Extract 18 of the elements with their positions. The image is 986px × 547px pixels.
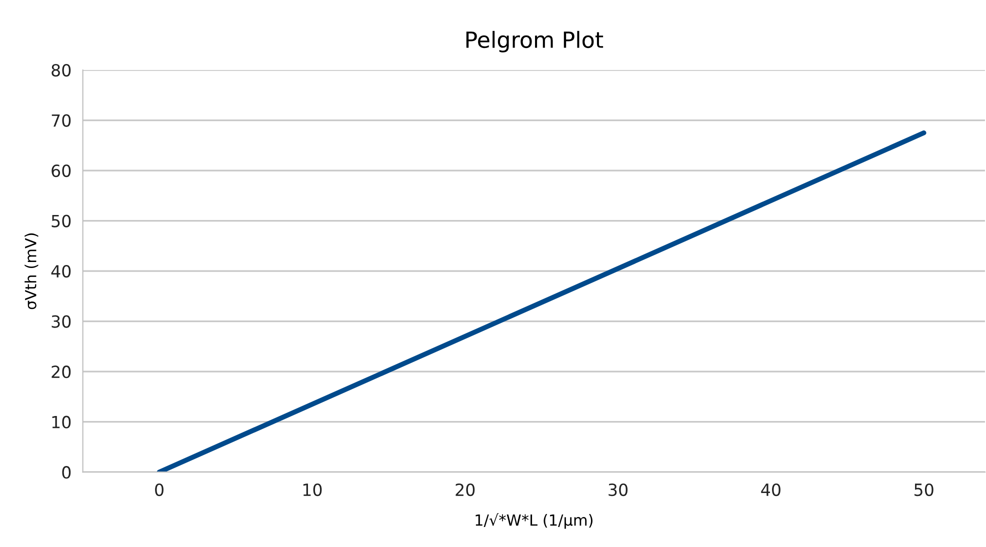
y-tick-label: 40 [51, 265, 71, 278]
y-axis-title: σVth (mV) [24, 233, 38, 310]
x-tick-label: 40 [761, 483, 780, 496]
y-tick-label: 70 [52, 114, 71, 127]
x-tick-label: 50 [914, 483, 934, 496]
y-tick-label: 30 [52, 315, 71, 328]
x-tick-label: 20 [456, 483, 475, 496]
chart-title: Pelgrom Plot [466, 30, 604, 52]
y-tick-label: 20 [52, 366, 71, 378]
x-tick-label: 30 [608, 483, 628, 496]
y-tick-label: 80 [52, 64, 71, 77]
y-tick-label: 60 [52, 164, 71, 178]
y-tick-label: 10 [52, 416, 71, 428]
y-tick-label: 50 [52, 214, 71, 228]
x-tick-label: 10 [303, 483, 322, 496]
x-tick-label: 0 [155, 483, 164, 496]
y-tick-label: 0 [62, 466, 71, 479]
x-axis-title: 1/√*W*L (1/µm) [476, 513, 592, 529]
